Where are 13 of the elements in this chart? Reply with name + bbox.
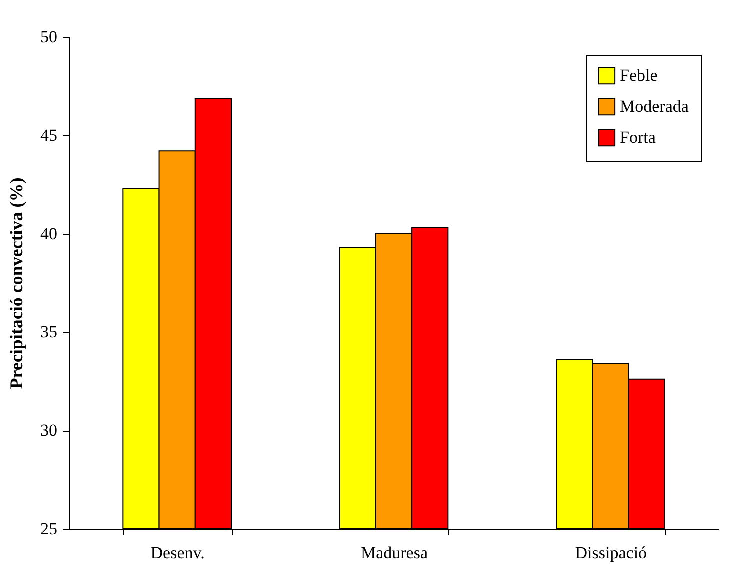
x-tick-label: Desenv. [150, 544, 205, 562]
x-tick-label: Dissipació [575, 544, 648, 562]
legend-label: Feble [620, 66, 658, 85]
y-tick-label: 40 [40, 224, 58, 244]
y-tick-label: 45 [40, 126, 58, 145]
legend-label: Moderada [620, 97, 690, 116]
x-tick-label: Maduresa [360, 544, 428, 562]
y-tick-label: 50 [40, 28, 58, 46]
y-tick-label: 35 [40, 322, 58, 342]
legend-label: Forta [620, 128, 656, 147]
y-axis-title: Precipitació convectiva (%) [6, 178, 26, 390]
y-tick-label: 30 [40, 421, 58, 440]
y-tick-label: 25 [40, 520, 58, 538]
